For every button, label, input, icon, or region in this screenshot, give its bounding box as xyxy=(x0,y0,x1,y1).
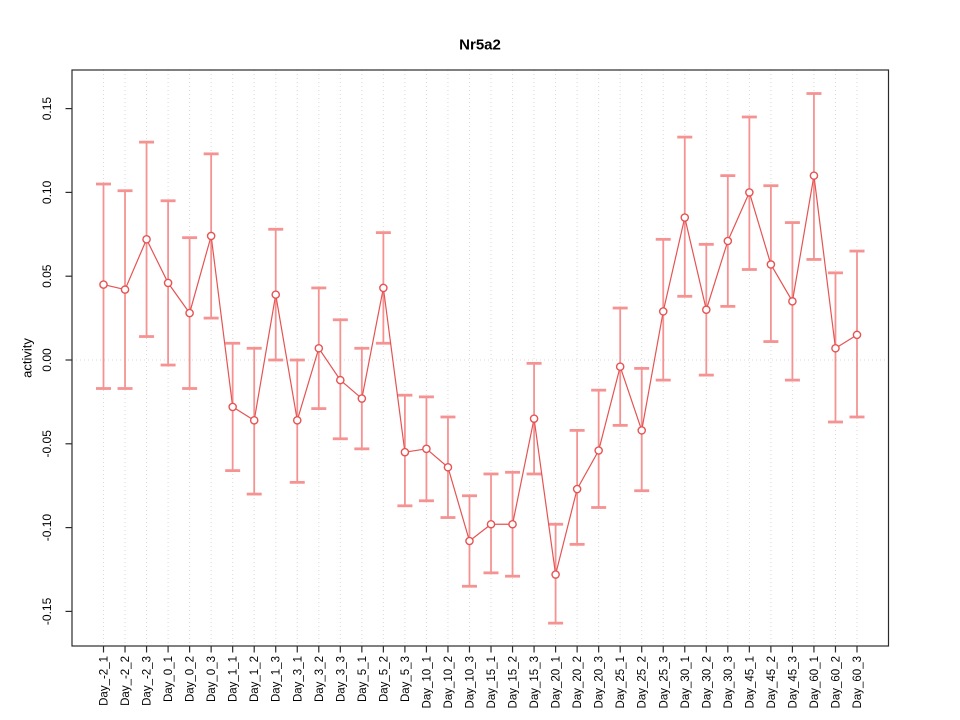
y-tick-label: 0.05 xyxy=(40,264,54,288)
data-point xyxy=(314,343,324,353)
data-point xyxy=(658,307,668,316)
x-tick-label: Day_3_2 xyxy=(314,656,326,702)
x-tick-label: Day_-2_2 xyxy=(120,656,132,706)
data-point xyxy=(206,231,216,241)
x-tick-label: Day_0_3 xyxy=(206,656,218,702)
x-tick-label: Day_30_2 xyxy=(701,656,713,708)
data-point xyxy=(271,290,281,299)
x-tick-label: Day_30_3 xyxy=(723,656,735,708)
x-tick-label: Day_15_1 xyxy=(486,656,498,708)
data-point xyxy=(379,283,388,293)
data-point xyxy=(465,536,474,546)
data-point xyxy=(766,260,776,269)
x-tick-label: Day_25_3 xyxy=(658,656,670,708)
x-tick-label: Day_-2_3 xyxy=(142,656,154,706)
data-point xyxy=(745,188,754,197)
data-point xyxy=(292,416,302,425)
x-tick-label: Day_60_1 xyxy=(809,656,821,708)
data-point xyxy=(529,414,539,423)
data-point xyxy=(120,285,130,294)
x-tick-label: Day_3_3 xyxy=(335,656,347,702)
x-tick-label: Day_45_1 xyxy=(744,656,756,708)
data-point xyxy=(357,394,367,403)
x-tick-label: Day_60_2 xyxy=(830,656,842,708)
data-point xyxy=(809,171,819,180)
x-tick-label: Day_10_1 xyxy=(421,656,433,708)
x-tick-label: Day_10_3 xyxy=(465,656,477,708)
data-point xyxy=(228,402,237,412)
y-tick-label: 0.10 xyxy=(40,180,54,204)
x-tick-label: Day_15_3 xyxy=(529,656,541,708)
y-tick-label: 0.15 xyxy=(40,97,54,121)
data-point xyxy=(572,484,582,494)
x-tick-label: Day_5_3 xyxy=(400,656,412,702)
x-tick-label: Day_0_2 xyxy=(185,656,197,702)
data-point xyxy=(443,462,453,472)
x-tick-label: Day_15_2 xyxy=(508,656,520,708)
x-tick-label: Day_1_2 xyxy=(249,656,261,702)
data-point xyxy=(852,330,862,340)
data-point xyxy=(400,447,410,457)
data-point xyxy=(422,444,431,454)
x-tick-label: Day_45_3 xyxy=(787,656,799,708)
data-point xyxy=(680,213,690,222)
data-point xyxy=(99,280,108,289)
data-point xyxy=(336,375,345,385)
data-point xyxy=(637,426,647,435)
data-point xyxy=(788,297,797,306)
x-tick-label: Day_60_3 xyxy=(852,656,864,708)
y-tick-label: -0.15 xyxy=(40,597,54,625)
y-tick-label: 0.00 xyxy=(40,348,54,372)
x-tick-label: Day_10_2 xyxy=(443,656,455,708)
data-point xyxy=(594,446,603,455)
x-tick-label: Day_-2_1 xyxy=(99,656,111,706)
data-point xyxy=(551,570,560,579)
x-tick-label: Day_25_2 xyxy=(637,656,649,708)
x-tick-label: Day_20_1 xyxy=(551,656,563,708)
x-tick-label: Day_1_1 xyxy=(228,656,240,702)
data-point xyxy=(615,362,625,372)
y-tick-label: -0.05 xyxy=(40,430,54,458)
data-point xyxy=(185,308,194,318)
data-point xyxy=(723,236,733,246)
data-point xyxy=(486,519,496,529)
series-line xyxy=(103,175,858,575)
y-axis-label: activity xyxy=(19,338,35,378)
data-point xyxy=(163,278,173,288)
x-tick-label: Day_5_2 xyxy=(378,656,390,702)
x-tick-label: Day_5_1 xyxy=(357,656,369,702)
x-tick-label: Day_1_3 xyxy=(271,656,283,702)
x-tick-label: Day_45_2 xyxy=(766,656,778,708)
x-tick-label: Day_30_1 xyxy=(680,656,692,708)
plot-border xyxy=(71,69,890,647)
chart-title: Nr5a2 xyxy=(459,36,501,54)
x-tick-label: Day_20_2 xyxy=(572,656,584,708)
x-tick-label: Day_25_1 xyxy=(615,656,627,708)
data-point xyxy=(249,416,259,425)
x-tick-label: Day_0_1 xyxy=(163,656,175,702)
data-point xyxy=(142,235,151,244)
data-point xyxy=(508,519,517,529)
x-tick-label: Day_20_3 xyxy=(594,656,606,708)
x-tick-label: Day_3_1 xyxy=(292,656,304,702)
data-point xyxy=(702,305,711,315)
data-point xyxy=(831,343,840,353)
y-tick-label: -0.10 xyxy=(40,514,54,542)
